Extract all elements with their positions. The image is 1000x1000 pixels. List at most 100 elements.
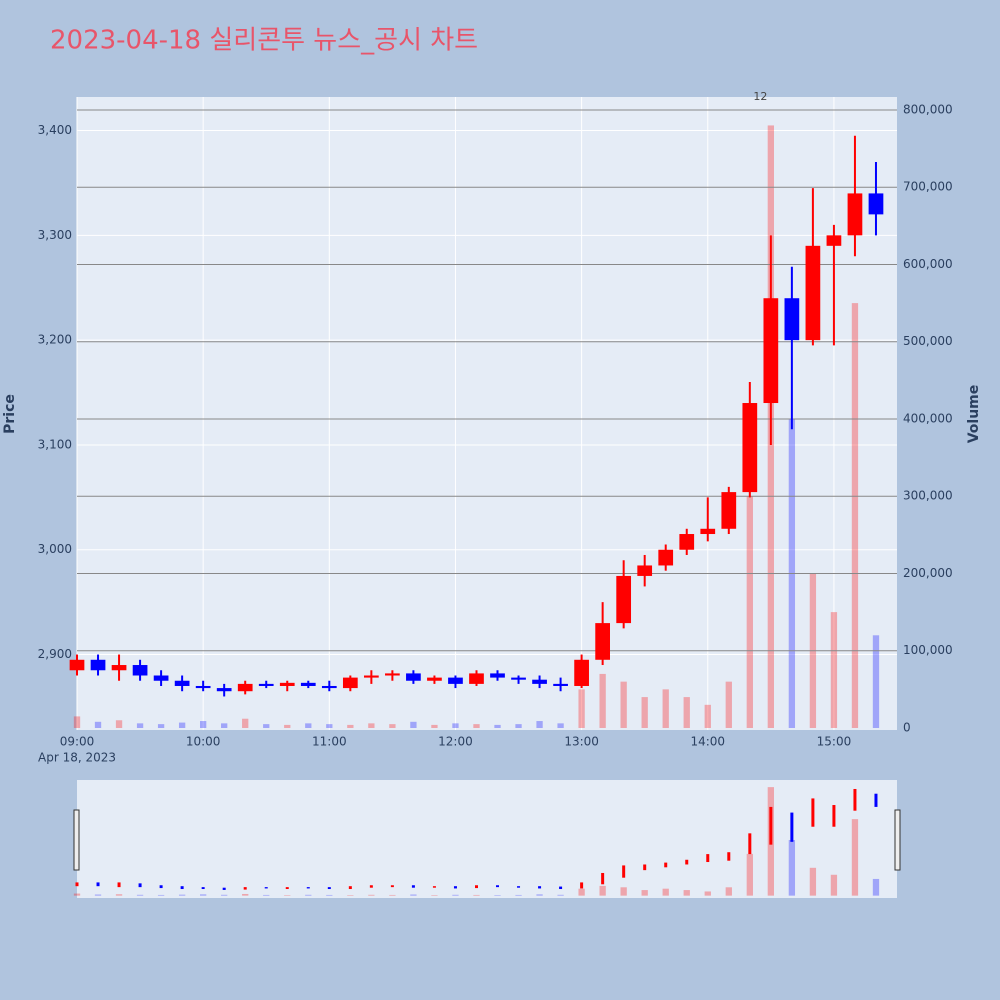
candle-body bbox=[574, 659, 589, 686]
candle-body bbox=[427, 677, 442, 681]
slider-volume-bar bbox=[578, 888, 585, 896]
candle-body bbox=[321, 685, 337, 689]
candle-body bbox=[385, 673, 400, 676]
slider-volume-bar bbox=[431, 895, 438, 896]
candle-body bbox=[69, 659, 85, 671]
volume-bar bbox=[347, 724, 354, 728]
slider-volume-bar bbox=[452, 894, 459, 896]
candle-body bbox=[364, 675, 379, 678]
volume-bar bbox=[115, 720, 123, 728]
candle-body bbox=[721, 492, 737, 529]
candle-body bbox=[342, 677, 358, 689]
y-tick-label: 3,000 bbox=[38, 542, 72, 556]
slider-volume-bar bbox=[851, 819, 859, 896]
slider-volume-bar bbox=[662, 888, 669, 896]
slider-volume-bar bbox=[263, 894, 270, 896]
candle-body bbox=[216, 688, 232, 692]
slider-volume-bar bbox=[788, 839, 796, 896]
x-tick-label: 15:00 bbox=[817, 735, 852, 749]
volume-bar bbox=[431, 724, 438, 728]
volume-bar bbox=[557, 723, 564, 728]
slider-volume-bar bbox=[178, 894, 186, 896]
volume-bar bbox=[725, 681, 732, 728]
volume-bar bbox=[242, 718, 249, 728]
volume-bar bbox=[830, 612, 838, 728]
slider-volume-bar bbox=[157, 894, 165, 896]
volume-bar bbox=[326, 724, 333, 728]
slider-volume-bar bbox=[284, 895, 291, 896]
slider-volume-bar bbox=[746, 853, 753, 896]
candle-body bbox=[469, 673, 484, 684]
candle-body bbox=[679, 534, 695, 550]
slider-volume-bar bbox=[94, 894, 102, 896]
slider-volume-bar bbox=[136, 894, 144, 896]
candle-body bbox=[90, 659, 106, 671]
volume-bar bbox=[683, 697, 690, 728]
slider-volume-bar bbox=[473, 894, 480, 896]
y2-tick-label: 200,000 bbox=[903, 566, 953, 580]
range-slider[interactable] bbox=[77, 780, 897, 898]
volume-bar bbox=[221, 723, 228, 728]
candle-body bbox=[595, 623, 610, 660]
volume-bar bbox=[494, 724, 501, 728]
y2-tick-label: 300,000 bbox=[903, 489, 953, 503]
slider-volume-bar bbox=[494, 895, 501, 896]
candle-body bbox=[448, 677, 463, 684]
y-tick-label: 3,400 bbox=[38, 123, 72, 137]
y2-tick-label: 700,000 bbox=[903, 180, 953, 194]
slider-volume-bar bbox=[557, 894, 564, 896]
candle-body bbox=[553, 683, 568, 686]
y-tick-label: 3,200 bbox=[38, 333, 72, 347]
volume-bar bbox=[136, 723, 144, 728]
candle-body bbox=[637, 565, 653, 576]
y2-tick-label: 400,000 bbox=[903, 411, 953, 425]
volume-bar bbox=[389, 724, 396, 728]
x-tick-label: 13:00 bbox=[564, 735, 599, 749]
candle-body bbox=[616, 575, 632, 624]
slider-volume-bar bbox=[221, 894, 228, 896]
volume-bar bbox=[620, 681, 627, 728]
volume-bar bbox=[578, 689, 585, 728]
y2-axis-title: Volume bbox=[966, 385, 982, 444]
slider-volume-bar bbox=[347, 895, 354, 896]
volume-bar bbox=[872, 635, 880, 728]
volume-bar bbox=[94, 721, 102, 728]
slider-volume-bar bbox=[809, 867, 817, 896]
volume-bar bbox=[851, 303, 859, 728]
y-axis-title: Price bbox=[2, 394, 18, 434]
slider-volume-bar bbox=[73, 893, 81, 896]
candle-body bbox=[195, 685, 211, 689]
slider-volume-bar bbox=[599, 885, 606, 896]
candle-body bbox=[826, 235, 842, 246]
annotation: 12 bbox=[753, 90, 767, 103]
slider-volume-bar bbox=[830, 874, 838, 896]
x-tick-label: 10:00 bbox=[186, 735, 221, 749]
volume-bar bbox=[746, 496, 753, 728]
volume-bar bbox=[662, 689, 669, 728]
y2-tick-label: 0 bbox=[903, 720, 911, 734]
volume-bar bbox=[200, 721, 207, 728]
candle-body bbox=[847, 193, 863, 236]
y2-tick-label: 100,000 bbox=[903, 643, 953, 657]
candle-body bbox=[784, 298, 800, 341]
volume-bar bbox=[641, 697, 648, 728]
candle-body bbox=[174, 680, 190, 686]
slider-volume-bar bbox=[115, 894, 123, 896]
volume-bar bbox=[305, 723, 312, 728]
range-handle[interactable] bbox=[73, 809, 80, 871]
candle-body bbox=[132, 665, 148, 676]
plot-area bbox=[77, 97, 897, 730]
slider-volume-bar bbox=[536, 894, 543, 896]
volume-bar bbox=[599, 673, 606, 728]
range-handle[interactable] bbox=[894, 809, 901, 871]
volume-bar bbox=[452, 723, 459, 728]
candle-body bbox=[805, 245, 821, 341]
slider-volume-bar bbox=[704, 891, 711, 896]
slider-volume-bar bbox=[683, 890, 690, 896]
y-tick-label: 2,900 bbox=[38, 647, 72, 661]
slider-volume-bar bbox=[620, 887, 627, 896]
slider-volume-bar bbox=[389, 894, 396, 896]
candle-body bbox=[700, 528, 716, 535]
